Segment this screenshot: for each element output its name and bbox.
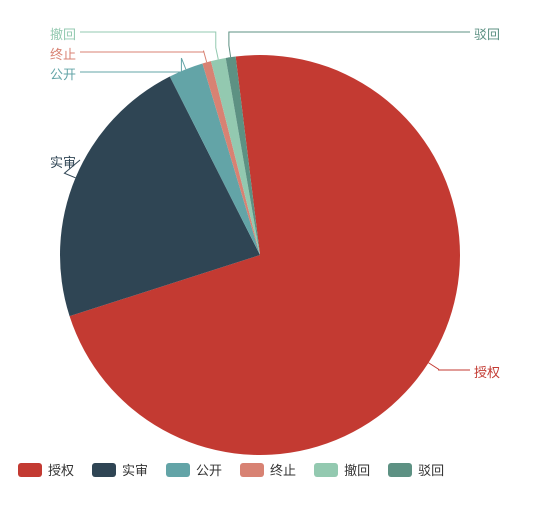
legend-label: 撤回 xyxy=(344,460,370,479)
legend-label: 实审 xyxy=(122,460,148,479)
pie-chart-svg xyxy=(0,0,534,460)
pie-chart-container: 授权实审公开终止撤回驳回 xyxy=(0,0,534,460)
legend-swatch xyxy=(18,463,42,477)
legend-swatch xyxy=(92,463,116,477)
legend-swatch xyxy=(240,463,264,477)
legend: 授权 实审 公开 终止 撤回 驳回 xyxy=(0,460,534,493)
legend-swatch xyxy=(166,463,190,477)
legend-item[interactable]: 授权 xyxy=(18,460,74,479)
legend-label: 授权 xyxy=(48,460,74,479)
legend-swatch xyxy=(314,463,338,477)
legend-item[interactable]: 终止 xyxy=(240,460,296,479)
legend-swatch xyxy=(388,463,412,477)
legend-item[interactable]: 驳回 xyxy=(388,460,444,479)
legend-label: 终止 xyxy=(270,460,296,479)
legend-item[interactable]: 实审 xyxy=(92,460,148,479)
leader-line xyxy=(80,32,218,59)
leader-line xyxy=(80,58,186,72)
leader-line xyxy=(428,363,470,370)
legend-item[interactable]: 撤回 xyxy=(314,460,370,479)
legend-item[interactable]: 公开 xyxy=(166,460,222,479)
leader-line xyxy=(80,51,207,63)
legend-label: 驳回 xyxy=(418,460,444,479)
leader-line xyxy=(229,32,470,57)
legend-label: 公开 xyxy=(196,460,222,479)
